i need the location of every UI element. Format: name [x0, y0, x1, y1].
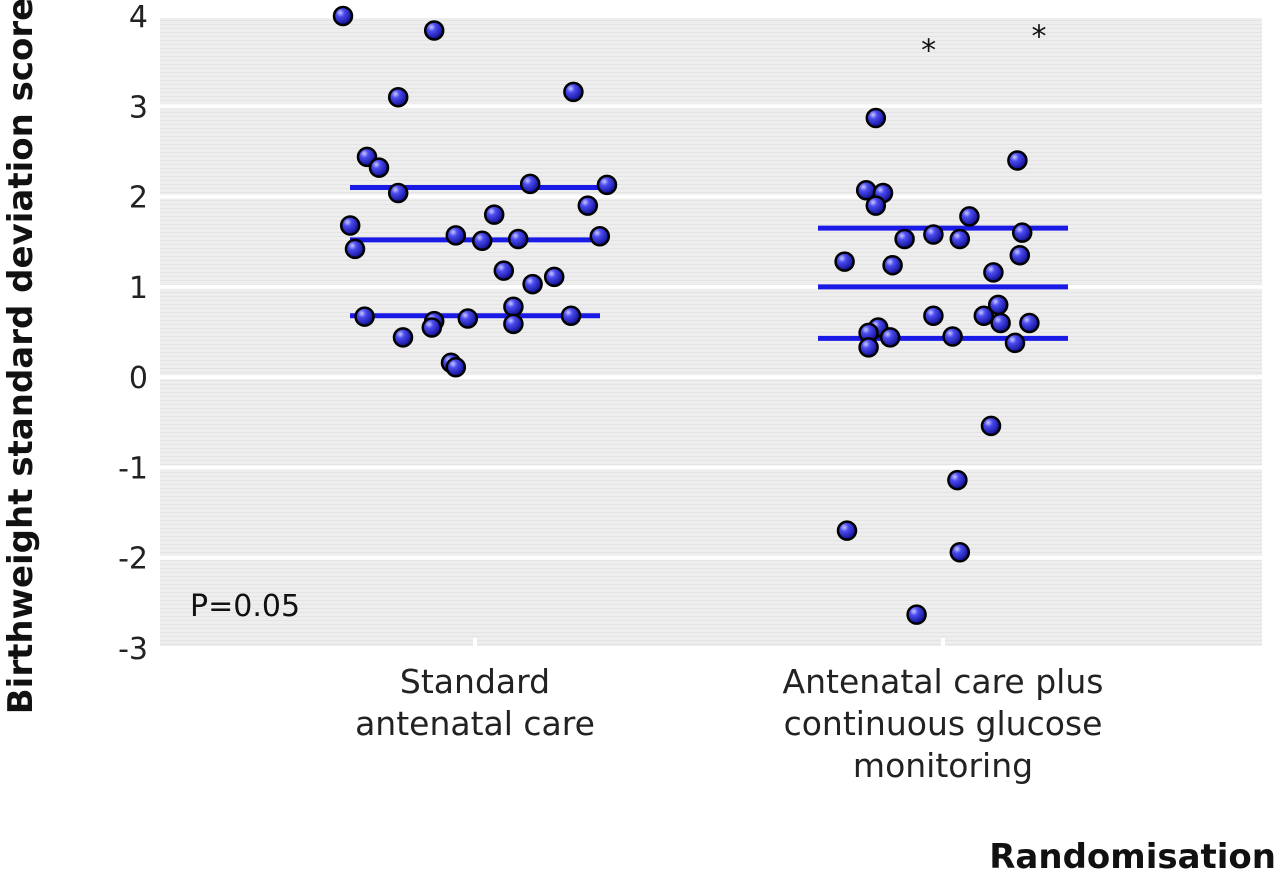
outlier-markers: * *: [921, 19, 1046, 68]
data-point: [879, 327, 901, 348]
data-point: [949, 542, 971, 563]
y-tick-label: 4: [129, 0, 148, 35]
data-point: [421, 317, 443, 338]
data-point: [949, 228, 971, 250]
data-point: [589, 226, 611, 247]
category-label: antenatal care: [355, 704, 595, 743]
category-label: Antenatal care plus: [783, 662, 1104, 701]
x-axis-label: Randomisation: [989, 837, 1276, 872]
grid-lines: [160, 14, 1262, 650]
data-point: [339, 215, 361, 236]
data-point: [354, 306, 375, 327]
data-point: [947, 469, 968, 491]
data-point: [507, 228, 529, 250]
y-tick-label: 2: [129, 181, 148, 216]
data-point: [503, 296, 524, 317]
plot-area: [160, 16, 1262, 648]
data-point: [906, 604, 927, 625]
data-point: [834, 251, 855, 272]
data-point: [1007, 150, 1028, 171]
data-point: [865, 107, 887, 129]
data-point: [457, 308, 479, 329]
data-point: [858, 337, 879, 358]
data-point: [563, 81, 584, 103]
data-point: [471, 230, 493, 252]
data-point: [344, 238, 366, 260]
data-point: [423, 20, 445, 41]
data-point: [923, 305, 944, 326]
data-point: [990, 312, 1011, 334]
y-tick-label: -3: [118, 632, 148, 667]
y-axis-label: Birthweight standard deviation score: [1, 0, 41, 714]
y-tick-label: 1: [129, 271, 148, 306]
y-tick-label: -1: [118, 451, 148, 486]
outlier-marker: *: [1032, 19, 1047, 54]
data-point: [392, 327, 414, 348]
y-tick-label: 3: [129, 90, 148, 125]
outlier-marker: *: [921, 34, 936, 69]
data-point: [983, 262, 1004, 283]
data-point: [1011, 222, 1033, 243]
data-point: [445, 225, 467, 246]
category-ticks: [473, 638, 945, 648]
data-point: [522, 273, 543, 295]
y-axis-ticks: 4 3 2 1 0 -1 -2 -3: [118, 0, 148, 667]
data-point: [923, 224, 944, 245]
p-value-annotation: P=0.05: [190, 589, 300, 624]
data-point: [483, 204, 505, 225]
data-point: [445, 356, 467, 378]
data-point: [836, 520, 858, 541]
data-point: [942, 326, 963, 347]
data-point: [387, 182, 409, 204]
data-point: [973, 305, 995, 326]
data-point: [543, 266, 565, 288]
category-label: Standard: [400, 662, 550, 701]
data-point: [503, 313, 524, 335]
data-point: [959, 206, 980, 227]
data-points: [332, 5, 1040, 625]
y-tick-label: 0: [129, 361, 148, 396]
data-point: [332, 5, 354, 27]
data-point: [368, 157, 390, 178]
category-label: continuous glucose: [784, 704, 1103, 743]
data-point: [894, 228, 915, 250]
data-point: [1004, 332, 1026, 354]
data-point: [560, 305, 582, 326]
data-point: [882, 254, 903, 276]
data-point: [519, 173, 541, 195]
y-tick-label: -2: [118, 542, 148, 577]
data-point: [865, 195, 887, 216]
data-point: [387, 87, 409, 108]
data-point: [1019, 312, 1040, 334]
data-point: [493, 260, 515, 281]
data-point: [577, 195, 599, 216]
category-label: monitoring: [853, 746, 1033, 785]
data-point: [1009, 245, 1031, 266]
data-point: [980, 415, 1002, 437]
data-point: [596, 174, 618, 196]
